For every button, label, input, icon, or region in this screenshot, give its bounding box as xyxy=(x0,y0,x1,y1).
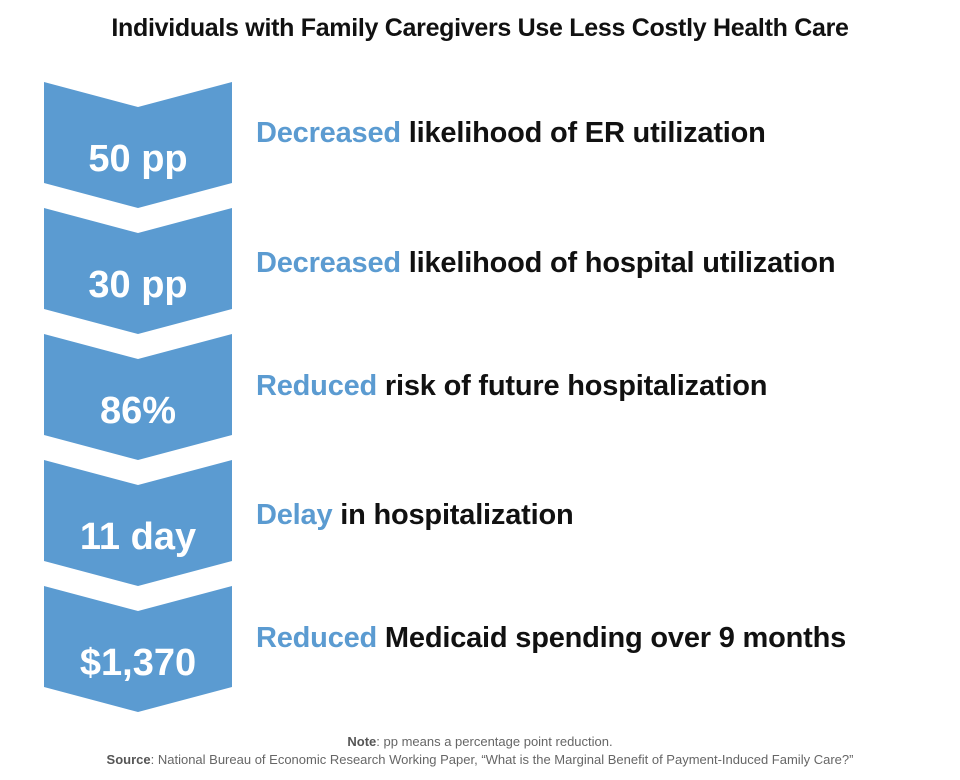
chevron-shape xyxy=(44,586,232,712)
stat-description: Delay in hospitalization xyxy=(256,499,574,532)
chevron-shape xyxy=(44,334,232,460)
stat-value: 11 day xyxy=(80,516,196,558)
stat-highlight: Decreased xyxy=(256,247,401,279)
stat-value: 30 pp xyxy=(88,264,187,306)
stat-value: $1,370 xyxy=(80,642,196,684)
stat-text: Medicaid spending over 9 months xyxy=(377,622,847,654)
infographic-title: Individuals with Family Caregivers Use L… xyxy=(111,14,849,42)
stat-highlight: Delay xyxy=(256,499,333,531)
note-label: Note xyxy=(347,734,377,749)
stat-text: in hospitalization xyxy=(332,499,574,531)
stat-text: likelihood of hospital utilization xyxy=(400,247,836,279)
stat-highlight: Reduced xyxy=(256,370,378,402)
stat-description: Decreased likelihood of ER utilization xyxy=(256,117,766,150)
chevron-shape xyxy=(44,208,232,334)
stat-highlight: Reduced xyxy=(256,622,378,654)
source-line: Source: National Bureau of Economic Rese… xyxy=(0,752,960,767)
stat-text: likelihood of ER utilization xyxy=(400,117,766,149)
stat-text: risk of future hospitalization xyxy=(377,370,768,402)
stat-highlight: Decreased xyxy=(256,117,401,149)
footnote: Note: pp means a percentage point reduct… xyxy=(0,734,960,749)
stat-description: Reduced Medicaid spending over 9 months xyxy=(256,622,846,655)
source-text: : National Bureau of Economic Research W… xyxy=(150,752,854,767)
stat-description: Decreased likelihood of hospital utiliza… xyxy=(256,247,836,280)
stat-value: 86% xyxy=(100,390,176,432)
stat-value: 50 pp xyxy=(88,138,187,180)
chevron-shape xyxy=(44,460,232,586)
source-label: Source xyxy=(106,752,151,767)
chevron-shape xyxy=(44,82,232,208)
note-text: : pp means a percentage point reduction. xyxy=(376,734,613,749)
stat-description: Reduced risk of future hospitalization xyxy=(256,370,767,403)
